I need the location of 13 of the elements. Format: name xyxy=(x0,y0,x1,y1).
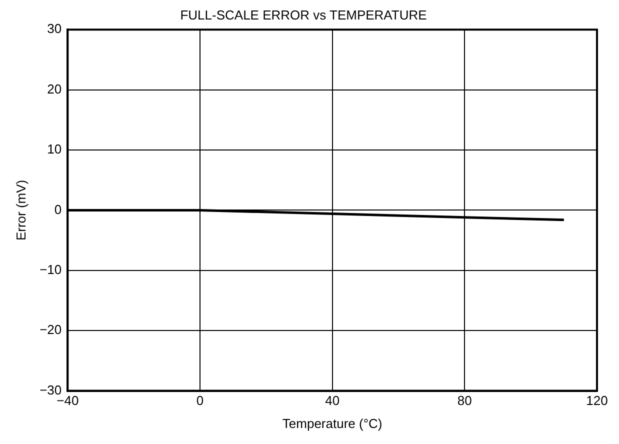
y-tick-label: 30 xyxy=(47,21,62,36)
x-tick-label: 0 xyxy=(196,393,204,408)
y-tick-label: 10 xyxy=(47,142,62,157)
y-axis-title: Error (mV) xyxy=(13,180,28,241)
x-tick-label: 40 xyxy=(325,393,340,408)
y-tick-label: 20 xyxy=(47,81,62,96)
x-tick-label: 80 xyxy=(457,393,472,408)
x-axis-title: Temperature (°C) xyxy=(282,416,382,431)
y-tick-label: 0 xyxy=(54,202,62,217)
y-tick-label: −10 xyxy=(40,262,62,277)
x-tick-label: 120 xyxy=(586,393,608,408)
chart-title: FULL-SCALE ERROR vs TEMPERATURE xyxy=(180,7,428,22)
y-tick-label: −20 xyxy=(40,322,62,338)
